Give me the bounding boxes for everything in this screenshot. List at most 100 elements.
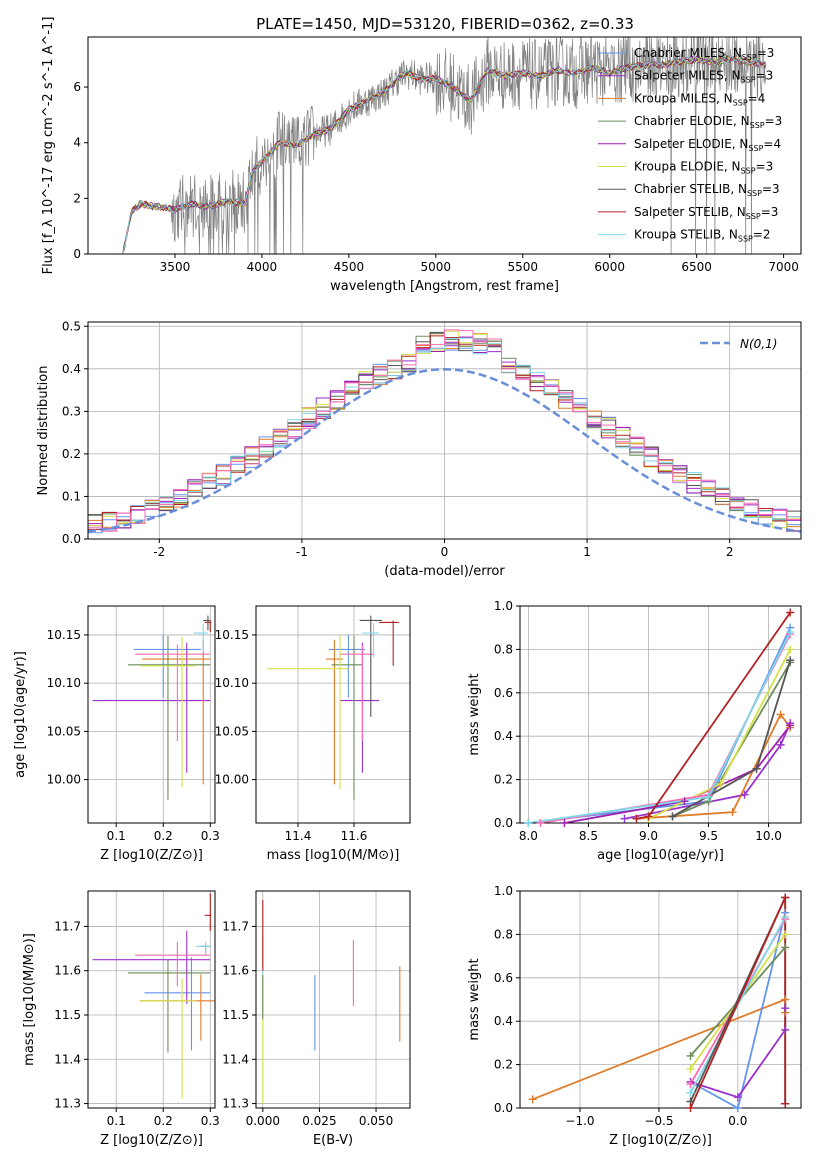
axes-spectrum: 3500 4000 4500 5000 5500 6000 6500 7000 0 2 4 6 wave… xyxy=(41,17,802,294)
errorbar-point xyxy=(340,644,374,742)
errorbar-point xyxy=(362,623,380,658)
y-tick-label: 0.8 xyxy=(494,927,513,941)
legend-label-sub: SSP xyxy=(742,53,757,62)
x-axis-label: Z [log10(Z/Z⊙)] xyxy=(100,848,203,863)
legend-label: Kroupa STELIB, NSSP=2 xyxy=(634,228,771,244)
y-tick-label: 10.15 xyxy=(47,628,81,642)
x-tick-label: 5000 xyxy=(421,260,452,274)
y-tick-label: 10.10 xyxy=(47,676,81,690)
legend-label-text: Kroupa ELODIE, N xyxy=(634,160,741,174)
legend-label-suffix: =3 xyxy=(761,205,779,219)
y-tick-label: 0.0 xyxy=(494,1101,513,1115)
series-marker xyxy=(781,1099,790,1108)
errorbar-point xyxy=(142,639,211,785)
errorbar-point xyxy=(204,620,212,633)
x-tick-label: 6500 xyxy=(681,260,712,274)
series-marker xyxy=(781,1004,790,1013)
residual-histogram xyxy=(88,331,801,524)
x-tick-label: -1 xyxy=(296,545,308,559)
x-tick-label: 8.0 xyxy=(519,829,538,843)
axes-frame xyxy=(519,890,802,1109)
axes-age_vs_Z: 0.1 0.2 0.3 10.00 10.05 10.10 10.15 Z [log10(Z/… xyxy=(13,605,220,863)
series-marker xyxy=(644,812,653,821)
series-marker xyxy=(668,812,677,821)
axes-residuals: -2 -1 0 1 2 0.0 0.1 0.2 0.3 0.4 0.5 (data-model)/er… xyxy=(36,319,802,579)
x-tick-label: 0.1 xyxy=(107,829,126,843)
series-marker xyxy=(781,995,790,1004)
legend-label: Salpeter MILES, NSSP=3 xyxy=(634,69,773,85)
y-axis-label: Flux [f_λ 10^-17 erg cm^-2 s^-1 A^-1] xyxy=(41,17,56,275)
errorbar-point xyxy=(267,634,349,790)
series-marker xyxy=(620,814,629,823)
legend-label: Chabrier STELIB, NSSP=3 xyxy=(634,182,780,198)
series-marker xyxy=(686,1088,695,1097)
errorbar-point xyxy=(340,642,380,773)
y-tick-label: 0.4 xyxy=(494,729,513,743)
y-tick-label: 0 xyxy=(73,247,81,261)
residual-histogram xyxy=(88,333,801,532)
y-tick-label: 11.5 xyxy=(222,1008,249,1022)
series-marker xyxy=(560,819,569,827)
errorbar-point xyxy=(193,623,208,653)
residual-histogram xyxy=(88,337,801,531)
series-marker xyxy=(786,645,795,654)
y-axis-label: Normed distribution xyxy=(36,366,51,496)
errorbar-point xyxy=(92,642,211,773)
y-tick-label: 0.8 xyxy=(494,642,513,656)
x-tick-label: 0.3 xyxy=(201,1114,220,1128)
legend-label-text: Salpeter STELIB, N xyxy=(634,205,746,219)
series-marker xyxy=(528,1095,537,1104)
series-marker xyxy=(740,790,749,799)
x-tick-label: 0.2 xyxy=(154,829,173,843)
residual-histogram xyxy=(88,329,801,532)
y-tick-label: 1.0 xyxy=(494,884,513,898)
y-tick-label: 0.2 xyxy=(494,1058,513,1072)
legend-label-text: Kroupa MILES, N xyxy=(634,91,733,105)
x-axis-label: mass [log10(M/M⊙)] xyxy=(267,848,400,863)
y-tick-label: 0.4 xyxy=(494,1014,513,1028)
plot-area-residuals xyxy=(88,322,801,539)
series-marker xyxy=(786,721,795,730)
legend-label-sub: SSP xyxy=(741,167,756,176)
y-tick-label: 10.05 xyxy=(47,724,81,738)
legend-label: Kroupa MILES, NSSP=4 xyxy=(634,91,765,107)
series-marker xyxy=(752,764,761,773)
legend-label-suffix: =2 xyxy=(753,228,771,242)
x-tick-label: 6000 xyxy=(594,260,625,274)
x-axis-label: Z [log10(Z/Z⊙)] xyxy=(100,1133,203,1148)
plot-area-age_vs_Z xyxy=(88,606,215,823)
y-axis-label: mass [log10(M/M⊙)] xyxy=(22,933,37,1066)
y-axis-label: mass weight xyxy=(467,673,482,755)
series-marker xyxy=(686,1080,695,1089)
y-tick-label: 11.3 xyxy=(54,1097,81,1111)
errorbar-point xyxy=(127,635,211,800)
x-tick-label: 0.000 xyxy=(246,1114,280,1128)
legend-label-text: Kroupa STELIB, N xyxy=(634,228,738,242)
y-tick-label: 11.3 xyxy=(222,1097,249,1111)
legend-label: Chabrier ELODIE, NSSP=3 xyxy=(634,114,782,130)
y-tick-label: 0.1 xyxy=(62,489,81,503)
y-tick-label: 6 xyxy=(73,80,81,94)
x-tick-label: -2 xyxy=(153,545,165,559)
legend-label-suffix: =3 xyxy=(756,69,774,83)
x-tick-label: −0.5 xyxy=(644,1114,673,1128)
series-marker xyxy=(524,819,533,827)
legend-label-suffix: =4 xyxy=(748,91,766,105)
y-tick-label: 0.6 xyxy=(494,686,513,700)
series-marker xyxy=(781,1025,790,1034)
series-line xyxy=(636,712,791,820)
x-tick-label: 7000 xyxy=(768,260,799,274)
y-tick-label: 0.2 xyxy=(62,447,81,461)
series-marker xyxy=(716,779,725,788)
axes-mass_vs_ebv: 0.000 0.025 0.050 11.3 11.4 11.5 11.6 11.7 E(B-V… xyxy=(222,890,411,1148)
legend-label: Salpeter ELODIE, NSSP=4 xyxy=(634,137,781,153)
plot-area-mass_weight_vs_Z xyxy=(520,891,801,1108)
legend-label: Kroupa ELODIE, NSSP=3 xyxy=(634,160,773,176)
y-axis-label: mass weight xyxy=(467,958,482,1040)
series-line xyxy=(690,912,787,1108)
series-marker xyxy=(786,628,795,637)
series-marker xyxy=(728,808,737,817)
legend-label-text: Chabrier ELODIE, N xyxy=(634,114,750,128)
y-tick-label: 11.4 xyxy=(222,1052,249,1066)
y-tick-label: 0.0 xyxy=(62,532,81,546)
